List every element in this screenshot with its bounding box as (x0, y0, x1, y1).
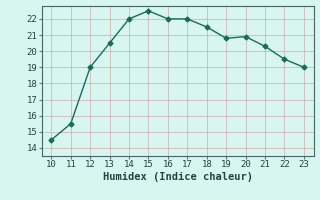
X-axis label: Humidex (Indice chaleur): Humidex (Indice chaleur) (103, 172, 252, 182)
